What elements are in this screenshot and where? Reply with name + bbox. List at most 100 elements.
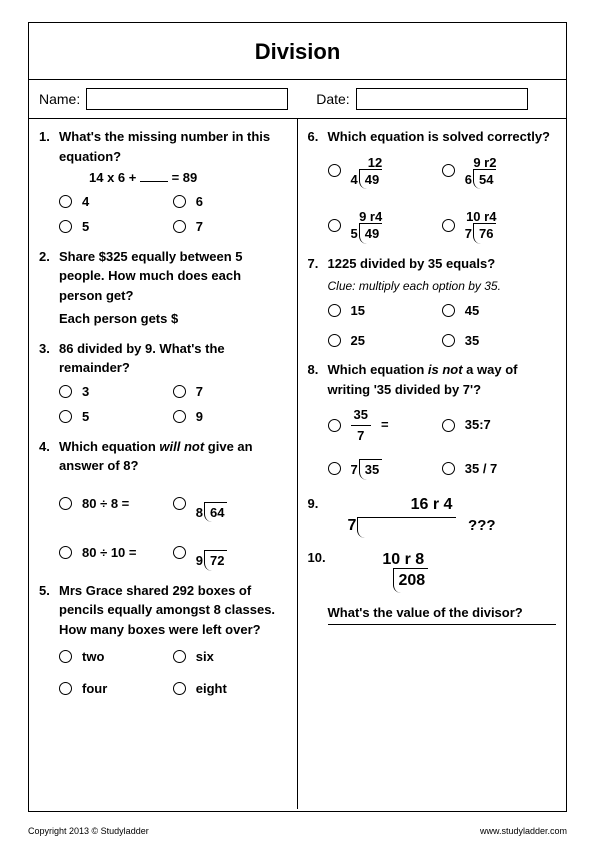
radio-icon [328,304,341,317]
option[interactable]: 12449 [328,153,442,190]
option[interactable]: 6 [173,192,287,212]
option[interactable]: 9 r2654 [442,153,556,190]
option[interactable]: 4 [59,192,173,212]
q-text: 1225 divided by 35 equals? [328,254,557,274]
option-label: 7 [196,382,203,402]
radio-icon [442,304,455,317]
option-label: six [196,647,214,667]
option[interactable]: 45 [442,301,556,321]
option-label: 4 [82,192,89,212]
q9-diagram: 16 r 4 7 ??? [328,494,557,538]
long-division: 735 [351,457,383,480]
option[interactable]: 15 [328,301,442,321]
option[interactable]: 5 [59,407,173,427]
date-field: Date: [316,88,527,110]
divisor: 7 [465,224,472,244]
option[interactable]: 10 r4776 [442,207,556,244]
option[interactable]: 864 [173,486,287,523]
q-number: 8. [308,360,328,399]
q-number: 9. [308,494,328,538]
option-label: 15 [351,301,365,321]
radio-icon [59,220,72,233]
q2-answer-line[interactable]: Each person gets $ [59,309,287,329]
q-text: Which equation will not give an answer o… [59,437,287,476]
question-10: 10. 10 r 8 208 What's the value of [308,548,557,626]
date-input[interactable] [356,88,528,110]
blank-line[interactable] [140,181,168,182]
option[interactable]: 7 [173,382,287,402]
q-text: 86 divided by 9. What's the remainder? [59,339,287,378]
left-column: 1. What's the missing number in this equ… [29,119,298,809]
option[interactable]: 972 [173,534,287,571]
option[interactable]: 25 [328,331,442,351]
q-text: What's the missing number in this equati… [59,127,287,166]
divisor: 9 [196,551,203,571]
option[interactable]: 35 / 7 [442,457,556,480]
dividend: 35 [359,459,382,480]
option[interactable]: four [59,679,173,699]
q6-options: 12449 9 r2654 9 r4549 10 r4776 [328,153,557,244]
option-label: 45 [465,301,479,321]
radio-icon [173,220,186,233]
radio-icon [442,334,455,347]
radio-icon [59,546,72,559]
radio-icon [173,682,186,695]
long-division: 16 r 4 7 [348,494,457,538]
radio-icon [59,682,72,695]
right-column: 6. Which equation is solved correctly? 1… [298,119,567,809]
option[interactable]: eight [173,679,287,699]
option[interactable]: 3 [59,382,173,402]
option[interactable]: six [173,647,287,667]
option[interactable]: 35:7 [442,405,556,445]
option-label: two [82,647,104,667]
option-label: 35:7 [465,415,491,435]
option-label: 9 [196,407,203,427]
q1-equation: 14 x 6 + = 89 [89,168,287,188]
option[interactable]: 357 = [328,405,442,445]
divisor: 7 [348,514,357,538]
option[interactable]: 9 [173,407,287,427]
divisor: 6 [465,170,472,190]
option-label: 3 [82,382,89,402]
name-input[interactable] [86,88,288,110]
dividend: 49 [359,169,382,190]
text-italic: is not [428,362,463,377]
q1-options: 4 6 5 7 [59,192,287,237]
radio-icon [173,195,186,208]
option[interactable]: 7 [173,217,287,237]
option-label: 7 [196,217,203,237]
radio-icon [328,219,341,232]
q-number: 1. [39,127,59,166]
option-label: 35 [465,331,479,351]
option[interactable]: two [59,647,173,667]
radio-icon [173,546,186,559]
option-label: four [82,679,107,699]
question-7: 7. 1225 divided by 35 equals? Clue: mult… [308,254,557,351]
numerator: 35 [351,405,371,426]
title: Division [29,23,566,80]
option[interactable]: 35 [442,331,556,351]
q-number: 10. [308,548,328,593]
option[interactable]: 80 ÷ 10 = [59,534,173,571]
dividend-box [357,517,456,538]
option-label: 80 ÷ 10 = [82,543,136,563]
divisor-blank[interactable] [368,569,392,593]
divisor: 7 [351,460,358,480]
option[interactable]: 735 [328,457,442,480]
long-division: 972 [196,534,228,571]
option[interactable]: 80 ÷ 8 = [59,486,173,523]
long-division: 10 r4776 [465,207,497,244]
q-number: 5. [39,581,59,640]
option-label: 6 [196,192,203,212]
radio-icon [173,650,186,663]
q4-options: 80 ÷ 8 = 864 80 ÷ 10 = 972 [59,486,287,571]
option[interactable]: 5 [59,217,173,237]
q-number: 4. [39,437,59,476]
q-text: Which equation is not a way of writing '… [328,360,557,399]
worksheet-page: Division Name: Date: 1. What's the missi… [0,0,595,842]
long-division: 9 r2654 [465,153,497,190]
option-label: 80 ÷ 8 = [82,494,129,514]
q7-clue: Clue: multiply each option by 35. [328,277,557,295]
option[interactable]: 9 r4549 [328,207,442,244]
radio-icon [59,195,72,208]
